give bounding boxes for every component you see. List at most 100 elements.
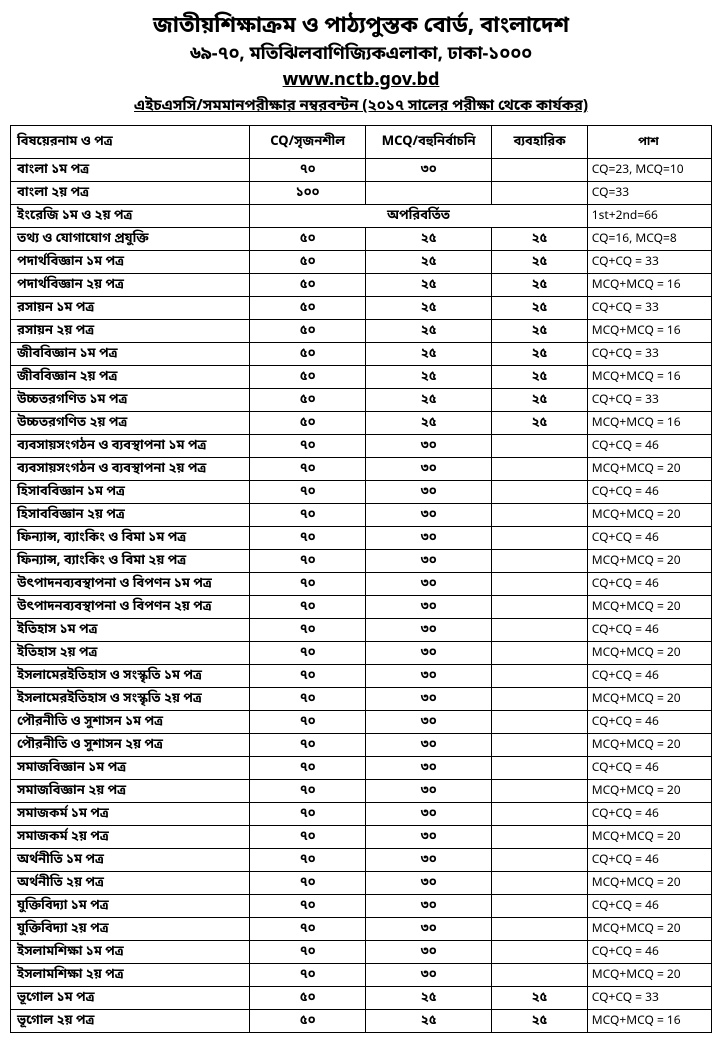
cell-mcq: ২৫	[366, 251, 492, 274]
cell-subject: হিসাববিজ্ঞান ২য় পত্র	[11, 504, 250, 527]
cell-prac	[492, 826, 587, 849]
cell-pass: MCQ+MCQ = 20	[587, 458, 711, 481]
cell-subject: ইসলামশিক্ষা ২য় পত্র	[11, 964, 250, 987]
cell-pass: CQ+CQ = 46	[587, 481, 711, 504]
cell-mcq: ৩০	[366, 872, 492, 895]
cell-prac	[492, 872, 587, 895]
cell-prac	[492, 619, 587, 642]
cell-mcq: ২৫	[366, 228, 492, 251]
cell-cq: ৭০	[250, 872, 366, 895]
cell-pass: CQ+CQ = 46	[587, 527, 711, 550]
table-header-row: বিষয়েরনাম ও পত্র CQ/সৃজনশীল MCQ/বহুনির্…	[11, 126, 712, 159]
cell-mcq: ৩০	[366, 918, 492, 941]
cell-subject: অর্থনীতি ১ম পত্র	[11, 849, 250, 872]
cell-prac	[492, 803, 587, 826]
cell-pass: CQ+CQ = 46	[587, 757, 711, 780]
cell-mcq: ৩০	[366, 458, 492, 481]
cell-cq: ৭০	[250, 550, 366, 573]
cell-cq: ৭০	[250, 918, 366, 941]
table-row: ফিন্যান্স, ব্যাংকিং ও বিমা ১ম পত্র৭০৩০CQ…	[11, 527, 712, 550]
cell-cq: ৭০	[250, 504, 366, 527]
cell-prac	[492, 550, 587, 573]
cell-pass: MCQ+MCQ = 20	[587, 596, 711, 619]
cell-subject: সমাজবিজ্ঞান ২য় পত্র	[11, 780, 250, 803]
cell-prac: ২৫	[492, 343, 587, 366]
cell-prac	[492, 941, 587, 964]
cell-mcq: ৩০	[366, 596, 492, 619]
table-row: অর্থনীতি ২য় পত্র৭০৩০MCQ+MCQ = 20	[11, 872, 712, 895]
cell-mcq: ৩০	[366, 619, 492, 642]
cell-pass: MCQ+MCQ = 20	[587, 826, 711, 849]
cell-subject: হিসাববিজ্ঞান ১ম পত্র	[11, 481, 250, 504]
cell-cq: ৫০	[250, 366, 366, 389]
table-row: ইতিহাস ১ম পত্র৭০৩০CQ+CQ = 46	[11, 619, 712, 642]
cell-cq: ৭০	[250, 826, 366, 849]
cell-subject: জীববিজ্ঞান ২য় পত্র	[11, 366, 250, 389]
cell-mcq: ২৫	[366, 297, 492, 320]
table-body: বাংলা ১ম পত্র৭০৩০CQ=23, MCQ=10বাংলা ২য় …	[11, 159, 712, 1033]
cell-cq: ৭০	[250, 895, 366, 918]
cell-mcq: ৩০	[366, 573, 492, 596]
cell-pass: CQ+CQ = 46	[587, 573, 711, 596]
cell-mcq: ২৫	[366, 412, 492, 435]
cell-cq: ৭০	[250, 803, 366, 826]
table-row: সমাজবিজ্ঞান ২য় পত্র৭০৩০MCQ+MCQ = 20	[11, 780, 712, 803]
cell-prac	[492, 573, 587, 596]
cell-mcq: ৩০	[366, 711, 492, 734]
cell-pass: MCQ+MCQ = 20	[587, 964, 711, 987]
cell-prac	[492, 596, 587, 619]
cell-pass: MCQ+MCQ = 20	[587, 734, 711, 757]
table-row: জীববিজ্ঞান ১ম পত্র৫০২৫২৫CQ+CQ = 33	[11, 343, 712, 366]
cell-mcq: ৩০	[366, 780, 492, 803]
cell-prac	[492, 688, 587, 711]
cell-pass: CQ+CQ = 33	[587, 389, 711, 412]
table-row: রসায়ন ১ম পত্র৫০২৫২৫CQ+CQ = 33	[11, 297, 712, 320]
cell-prac: ২৫	[492, 412, 587, 435]
table-row: সমাজবিজ্ঞান ১ম পত্র৭০৩০CQ+CQ = 46	[11, 757, 712, 780]
cell-subject: যুক্তিবিদ্যা ২য় পত্র	[11, 918, 250, 941]
cell-cq: ৭০	[250, 757, 366, 780]
table-row: রসায়ন ২য় পত্র৫০২৫২৫MCQ+MCQ = 16	[11, 320, 712, 343]
cell-cq: ৭০	[250, 527, 366, 550]
cell-cq: ৭০	[250, 688, 366, 711]
cell-prac	[492, 780, 587, 803]
cell-mcq: ৩০	[366, 849, 492, 872]
cell-subject: উৎপাদনব্যবস্থাপনা ও বিপণন ২য় পত্র	[11, 596, 250, 619]
cell-mcq: ২৫	[366, 320, 492, 343]
col-practical: ব্যবহারিক	[492, 126, 587, 159]
table-row: ইসলামেরইতিহাস ও সংস্কৃতি ২য় পত্র৭০৩০MCQ…	[11, 688, 712, 711]
table-row: ভূগোল ২য় পত্র৫০২৫২৫MCQ+MCQ = 16	[11, 1010, 712, 1033]
cell-cq: ৭০	[250, 941, 366, 964]
cell-cq: ৭০	[250, 619, 366, 642]
cell-prac	[492, 504, 587, 527]
cell-prac	[492, 918, 587, 941]
cell-cq: ৭০	[250, 665, 366, 688]
cell-pass: CQ+CQ = 33	[587, 251, 711, 274]
cell-cq: ৫০	[250, 343, 366, 366]
cell-mcq: ৩০	[366, 481, 492, 504]
cell-subject: জীববিজ্ঞান ১ম পত্র	[11, 343, 250, 366]
cell-cq: ৭০	[250, 849, 366, 872]
cell-subject: পদার্থবিজ্ঞান ১ম পত্র	[11, 251, 250, 274]
table-row: ফিন্যান্স, ব্যাংকিং ও বিমা ২য় পত্র৭০৩০M…	[11, 550, 712, 573]
table-row: উচ্চতরগণিত ১ম পত্র৫০২৫২৫CQ+CQ = 33	[11, 389, 712, 412]
table-row: জীববিজ্ঞান ২য় পত্র৫০২৫২৫MCQ+MCQ = 16	[11, 366, 712, 389]
col-subject: বিষয়েরনাম ও পত্র	[11, 126, 250, 159]
cell-prac: ২৫	[492, 251, 587, 274]
cell-pass: CQ+CQ = 33	[587, 987, 711, 1010]
cell-mcq: ৩০	[366, 159, 492, 182]
cell-prac	[492, 159, 587, 182]
table-row: হিসাববিজ্ঞান ২য় পত্র৭০৩০MCQ+MCQ = 20	[11, 504, 712, 527]
cell-subject: অর্থনীতি ২য় পত্র	[11, 872, 250, 895]
cell-subject: ব্যবসায়সংগঠন ও ব্যবস্থাপনা ২য় পত্র	[11, 458, 250, 481]
table-row: পৌরনীতি ও সুশাসন ১ম পত্র৭০৩০CQ+CQ = 46	[11, 711, 712, 734]
cell-prac	[492, 757, 587, 780]
cell-mcq: ৩০	[366, 527, 492, 550]
table-row: যুক্তিবিদ্যা ২য় পত্র৭০৩০MCQ+MCQ = 20	[11, 918, 712, 941]
cell-pass: CQ+CQ = 46	[587, 941, 711, 964]
table-row: যুক্তিবিদ্যা ১ম পত্র৭০৩০CQ+CQ = 46	[11, 895, 712, 918]
cell-mcq: ৩০	[366, 734, 492, 757]
cell-subject: ভূগোল ২য় পত্র	[11, 1010, 250, 1033]
cell-prac	[492, 642, 587, 665]
col-cq: CQ/সৃজনশীল	[250, 126, 366, 159]
